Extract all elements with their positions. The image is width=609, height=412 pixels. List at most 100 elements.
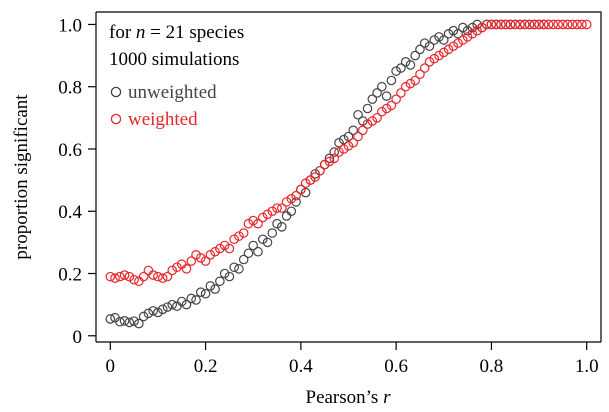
unweighted-point [196,287,206,297]
unweighted-point [243,248,254,259]
unweighted-point [162,302,173,312]
weighted-point [143,265,154,276]
weighted-point [353,131,363,142]
plot-frame [96,11,602,342]
weighted-point [529,19,540,30]
unweighted-point [115,316,125,327]
weighted-point [338,144,349,154]
x-axis-ticks: 0 0.2 0.4 0.6 0.8 1.0 [106,342,599,377]
weighted-point [505,19,516,30]
weighted-point [281,197,292,207]
weighted-point [167,265,178,276]
data-points [105,19,592,329]
weighted-point [257,212,268,223]
weighted-point [434,50,444,61]
weighted-point [119,270,130,280]
series-weighted [105,19,592,287]
x-tick-label: 0.6 [384,356,408,377]
weighted-point [310,172,320,182]
unweighted-point [276,222,287,232]
unweighted-point [119,316,130,326]
x-tick-label: 1.0 [575,356,599,377]
y-axis-title: proportion significant [11,94,32,260]
weighted-point [577,19,587,30]
unweighted-point [291,197,301,207]
y-axis-ticks: 0 0.2 0.4 0.6 0.8 1.0 [58,15,96,348]
y-tick-label: 0.6 [58,140,82,161]
weighted-point [477,22,487,33]
unweighted-point [372,88,382,98]
unweighted-point [248,240,259,251]
weighted-point [539,19,549,30]
weighted-point [276,203,287,213]
weighted-point [515,19,525,30]
weighted-point [486,19,497,30]
weighted-point [386,100,397,111]
weighted-point [500,19,511,30]
unweighted-point [157,304,168,315]
unweighted-point [396,63,406,73]
weighted-point [110,273,120,283]
weighted-point [448,41,459,52]
y-tick-label: 0.8 [58,78,82,99]
unweighted-point [153,307,163,318]
weighted-point [491,19,501,30]
weighted-point [400,81,411,92]
unweighted-point [181,299,192,310]
unweighted-point [386,75,397,86]
weighted-point [215,243,225,254]
weighted-point [381,103,392,114]
unweighted-point [415,44,425,55]
unweighted-point [377,81,387,92]
weighted-point [157,273,168,283]
y-tick-label: 0.4 [58,202,82,223]
weighted-point [181,264,192,274]
unweighted-point [129,316,139,326]
unweighted-point [434,32,444,42]
weighted-point [458,35,468,45]
unweighted-point [172,301,182,311]
unweighted-point [205,281,216,291]
weighted-point [210,246,220,257]
weighted-point [396,88,406,98]
weighted-point [296,184,306,195]
unweighted-point [438,35,449,45]
unweighted-point [215,276,225,287]
weighted-point [348,137,359,148]
weighted-point [438,47,449,58]
weighted-point [191,250,201,260]
weighted-point [186,256,197,266]
weighted-point [419,63,430,73]
weighted-point [148,270,158,280]
weighted-point [543,19,554,30]
y-tick-label: 0.2 [58,265,82,286]
weighted-point [138,271,149,282]
unweighted-point [281,211,292,221]
weighted-point [253,218,263,229]
weighted-point [367,116,378,126]
unweighted-point [381,91,392,101]
unweighted-point [410,50,420,61]
weighted-point [205,250,216,260]
y-tick-label: 0 [73,327,83,348]
unweighted-point [186,293,197,304]
unweighted-point [272,218,282,229]
unweighted-point [310,169,320,179]
weighted-point [291,190,301,201]
weighted-point [405,78,416,89]
weighted-point [267,206,278,217]
unweighted-point [353,109,363,120]
unweighted-point [167,299,178,310]
unweighted-point [257,234,268,245]
unweighted-point [400,57,411,67]
weighted-point [115,271,125,282]
unweighted-point [267,228,278,238]
weighted-point [248,215,259,226]
unweighted-point [286,206,297,217]
unweighted-point [391,66,401,76]
unweighted-point [338,134,349,145]
unweighted-point [138,311,149,322]
weighted-point [172,262,182,273]
unweighted-point [124,317,135,328]
